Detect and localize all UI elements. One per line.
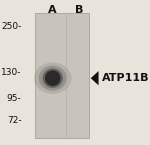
Text: 95-: 95- — [7, 94, 21, 103]
Text: ATP11B: ATP11B — [102, 73, 149, 83]
Text: B: B — [75, 5, 84, 15]
Ellipse shape — [34, 62, 72, 94]
Text: 130-: 130- — [1, 68, 21, 77]
Text: 250-: 250- — [1, 22, 21, 31]
Polygon shape — [91, 71, 99, 85]
Ellipse shape — [39, 66, 67, 91]
Text: 72-: 72- — [7, 116, 21, 125]
Ellipse shape — [45, 70, 61, 86]
Bar — [35, 13, 88, 138]
Ellipse shape — [43, 68, 63, 88]
Text: A: A — [48, 5, 57, 15]
